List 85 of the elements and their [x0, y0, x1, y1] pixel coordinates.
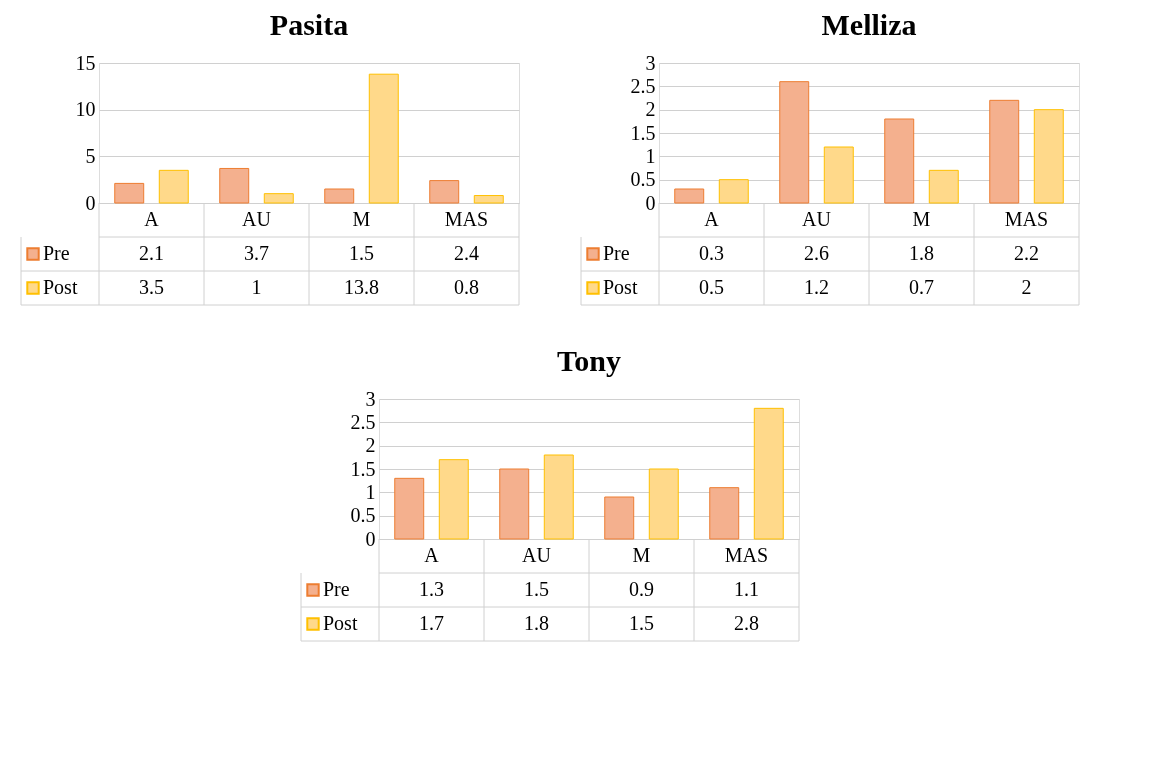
data-label: 0.7 [909, 276, 934, 298]
data-label: 3.5 [139, 276, 164, 298]
bar [648, 468, 679, 540]
data-label: 1.7 [419, 612, 444, 634]
y-tick-label: 3 [365, 387, 376, 410]
y-tick-label: 2.5 [350, 410, 376, 433]
data-label: 3.7 [244, 242, 269, 264]
x-tick-label: A [704, 208, 720, 230]
y-tick-label: 1 [365, 480, 376, 503]
y-tick-label: 0 [85, 191, 96, 214]
x-tick-label: AU [522, 544, 552, 566]
y-tick-label: 1.5 [630, 121, 656, 144]
x-tick-label: A [424, 544, 440, 566]
y-tick-label: 0.5 [350, 504, 376, 527]
bar [543, 454, 574, 540]
data-label: 0.8 [454, 276, 479, 298]
bar [989, 99, 1020, 204]
bar [368, 73, 399, 204]
chart-title: Melliza [821, 8, 917, 41]
data-label: 1.8 [524, 612, 549, 634]
bar [473, 195, 504, 204]
legend-label: Pre [603, 242, 630, 264]
x-tick-label: MAS [1004, 208, 1049, 230]
bar [884, 118, 915, 204]
y-tick-label: 1 [645, 144, 656, 167]
data-label: 13.8 [344, 276, 379, 298]
data-label: 2 [1021, 276, 1032, 298]
bar [928, 169, 959, 204]
x-tick-label: MAS [444, 208, 489, 230]
legend-label: Pre [43, 242, 70, 264]
bar [394, 477, 425, 540]
x-tick-label: AU [242, 208, 272, 230]
data-label: 0.3 [699, 242, 724, 264]
legend-label: Post [323, 612, 358, 634]
bar [499, 468, 530, 540]
bar [709, 487, 740, 540]
y-tick-label: 2.5 [630, 74, 656, 97]
data-label: 1.3 [419, 578, 444, 600]
bar [753, 407, 784, 540]
bar [219, 167, 250, 204]
data-label: 1.2 [804, 276, 829, 298]
bar [823, 146, 854, 204]
legend-label: Pre [323, 578, 350, 600]
y-tick-label: 2 [645, 98, 656, 121]
bar [779, 81, 810, 204]
data-label: 1.1 [734, 578, 759, 600]
data-label: 0.5 [699, 276, 724, 298]
bar [158, 169, 189, 204]
y-tick-label: 0 [645, 191, 656, 214]
x-tick-label: MAS [724, 544, 769, 566]
y-tick-label: 0 [365, 527, 376, 550]
chart-title: Pasita [269, 8, 349, 41]
bar [604, 496, 635, 540]
data-label: 2.6 [804, 242, 829, 264]
y-tick-label: 5 [85, 144, 96, 167]
x-tick-label: A [144, 208, 160, 230]
y-tick-label: 2 [365, 434, 376, 457]
bar [718, 179, 749, 204]
bar [438, 459, 469, 540]
y-tick-label: 3 [645, 51, 656, 74]
data-label: 0.9 [629, 578, 654, 600]
x-tick-label: M [912, 208, 931, 230]
legend-label: Post [603, 276, 638, 298]
data-label: 2.1 [139, 242, 164, 264]
data-label: 1.5 [524, 578, 549, 600]
bar [263, 193, 294, 204]
bar [114, 182, 145, 204]
x-tick-label: AU [802, 208, 832, 230]
y-tick-label: 10 [75, 98, 96, 121]
y-tick-label: 1.5 [350, 457, 376, 480]
x-tick-label: M [632, 544, 651, 566]
data-label: 2.8 [734, 612, 759, 634]
x-tick-label: M [352, 208, 371, 230]
bar [1033, 109, 1064, 204]
y-tick-label: 0.5 [630, 168, 656, 191]
legend-label: Post [43, 276, 78, 298]
data-label: 1.8 [909, 242, 934, 264]
y-tick-label: 15 [75, 51, 96, 74]
data-label: 1 [251, 276, 262, 298]
bar [324, 188, 355, 204]
chart-title: Tony [557, 344, 621, 377]
bar [429, 180, 460, 204]
bar [674, 188, 705, 204]
data-label: 2.2 [1014, 242, 1039, 264]
data-label: 2.4 [454, 242, 479, 264]
